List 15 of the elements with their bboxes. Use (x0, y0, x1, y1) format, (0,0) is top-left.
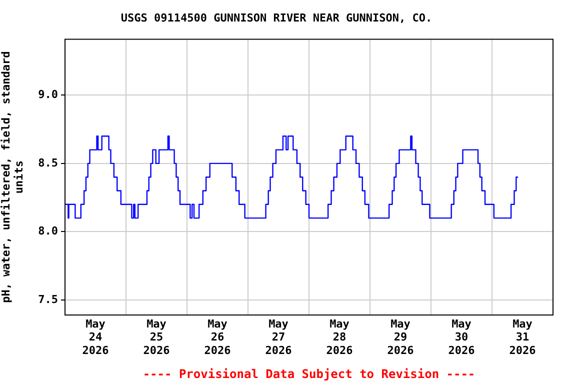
chart-title: USGS 09114500 GUNNISON RIVER NEAR GUNNISON, CO. (120, 11, 432, 24)
y-tick-label: 9.0 (38, 88, 58, 102)
x-tick-label: May 29 2026 (387, 317, 414, 357)
x-tick-label: May 27 2026 (265, 317, 292, 357)
y-tick-label: 8.0 (38, 224, 58, 238)
y-tick-label: 8.5 (38, 156, 58, 170)
y-tick-label: 7.5 (38, 292, 58, 306)
text: ---- Provisional Data Subject to Revision ---- (142, 367, 476, 382)
x-tick-label: May 31 2026 (509, 317, 536, 357)
y-axis-title: pH, water, unfiltered, field, standard units (0, 51, 26, 303)
x-tick-label: May 25 2026 (143, 317, 170, 357)
x-tick-label: May 30 2026 (448, 317, 476, 357)
x-tick-label: May 28 2026 (326, 317, 354, 357)
x-tick-label: May 24 2026 (82, 317, 110, 357)
x-tick-label: May 26 2026 (204, 317, 232, 357)
